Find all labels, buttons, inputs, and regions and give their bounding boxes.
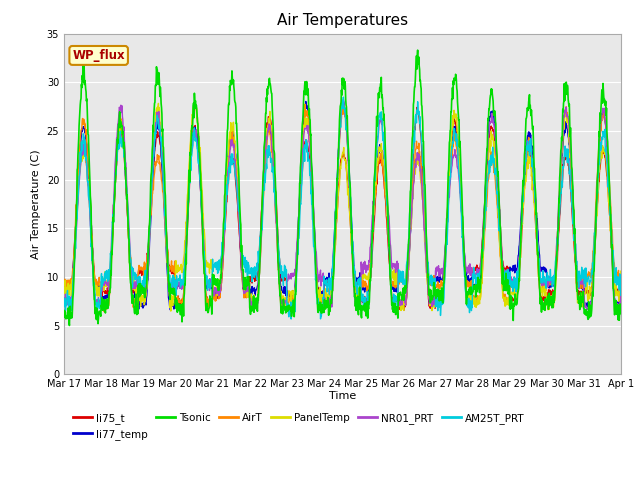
X-axis label: Time: Time [329, 391, 356, 401]
Title: Air Temperatures: Air Temperatures [277, 13, 408, 28]
Text: WP_flux: WP_flux [72, 49, 125, 62]
Legend: li75_t, li77_temp, Tsonic, AirT, PanelTemp, NR01_PRT, AM25T_PRT: li75_t, li77_temp, Tsonic, AirT, PanelTe… [69, 409, 529, 444]
Y-axis label: Air Temperature (C): Air Temperature (C) [31, 149, 41, 259]
